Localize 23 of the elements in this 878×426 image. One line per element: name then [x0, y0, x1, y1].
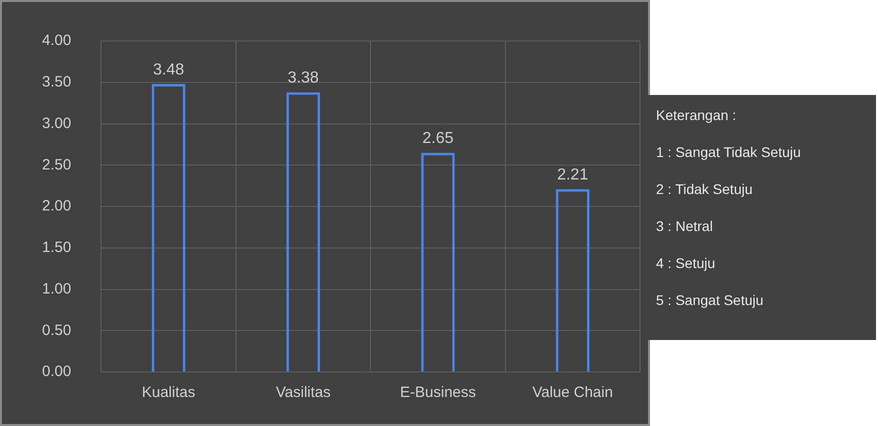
text: Keterangan : [656, 107, 738, 125]
data-label: 2.65 [422, 130, 454, 148]
y-tick-label: 4.00 [42, 32, 72, 50]
text: 4 : Setuju [656, 255, 716, 273]
y-tick-label: 2.50 [42, 156, 72, 174]
data-label: 3.48 [152, 61, 184, 78]
x-tick-label: Value Chain [532, 384, 613, 402]
x-tick-label: Kualitas [142, 384, 196, 402]
y-tick-label: 2.00 [42, 198, 72, 215]
y-tick-label: 0.00 [42, 363, 72, 380]
y-tick-label: 0.50 [42, 322, 72, 339]
y-tick-label: 1.00 [42, 280, 72, 298]
data-label: 3.38 [288, 70, 319, 87]
x-tick-label: E-Business [400, 384, 476, 402]
y-tick-label: 3.50 [42, 74, 72, 91]
data-label: 2.21 [557, 166, 588, 184]
y-tick-label: 1.50 [42, 239, 72, 256]
text: 2 : Tidak Setuju [656, 181, 754, 199]
x-tick-label: Vasilitas [276, 384, 331, 402]
text: 3 : Netral [656, 218, 714, 236]
text: 5 : Sangat Setuju [656, 292, 764, 310]
y-tick-label: 3.00 [42, 114, 72, 132]
text: 1 : Sangat Tidak Setuju [656, 144, 802, 162]
